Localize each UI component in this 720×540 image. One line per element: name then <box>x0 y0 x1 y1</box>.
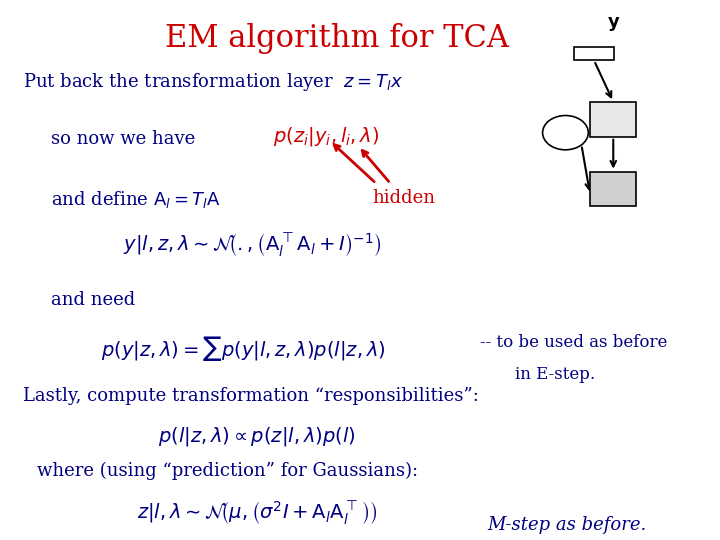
Text: and need: and need <box>51 291 135 309</box>
FancyBboxPatch shape <box>590 172 636 206</box>
Text: -- to be used as before: -- to be used as before <box>480 334 667 350</box>
Text: Put back the transformation layer  $z = T_l x$: Put back the transformation layer $z = T… <box>23 71 402 93</box>
Text: so now we have: so now we have <box>51 130 196 148</box>
Text: $\mathbf{z}$: $\mathbf{z}$ <box>608 180 619 198</box>
Text: in E-step.: in E-step. <box>516 366 595 383</box>
FancyBboxPatch shape <box>575 47 613 60</box>
FancyBboxPatch shape <box>590 102 636 137</box>
Text: $y|l, z, \lambda \sim \mathcal{N}\!\left(., \left(\mathrm{A}_l^\top \mathrm{A}_l: $y|l, z, \lambda \sim \mathcal{N}\!\left… <box>123 232 382 259</box>
Text: EM algorithm for TCA: EM algorithm for TCA <box>165 23 509 54</box>
Text: where (using “prediction” for Gaussians):: where (using “prediction” for Gaussians)… <box>37 462 418 481</box>
Text: and define $\mathrm{A}_l = T_l \mathrm{A}$: and define $\mathrm{A}_l = T_l \mathrm{A… <box>51 189 221 210</box>
Circle shape <box>543 116 588 150</box>
Text: $\mathbf{x}$: $\mathbf{x}$ <box>607 110 620 129</box>
Text: $\mathbf{y}$: $\mathbf{y}$ <box>606 15 620 33</box>
Text: $\ell$: $\ell$ <box>561 121 570 139</box>
Text: Lastly, compute transformation “responsibilities”:: Lastly, compute transformation “responsi… <box>23 387 479 405</box>
Text: $p(y|z, \lambda) = \sum p(y|l, z, \lambda)p(l|z, \lambda)$: $p(y|z, \lambda) = \sum p(y|l, z, \lambd… <box>102 334 386 363</box>
Text: $p(l|z, \lambda) \propto p(z|l, \lambda)p(l)$: $p(l|z, \lambda) \propto p(z|l, \lambda)… <box>158 425 356 448</box>
Text: $p(z_i|y_i, l_i, \lambda)$: $p(z_i|y_i, l_i, \lambda)$ <box>273 125 379 147</box>
Text: $z|l, \lambda \sim \mathcal{N}\!\left(\mu, \left(\sigma^2 I + \mathrm{A}_l \math: $z|l, \lambda \sim \mathcal{N}\!\left(\m… <box>137 500 378 527</box>
Text: hidden: hidden <box>373 189 436 207</box>
Text: M-step as before.: M-step as before. <box>487 516 646 534</box>
